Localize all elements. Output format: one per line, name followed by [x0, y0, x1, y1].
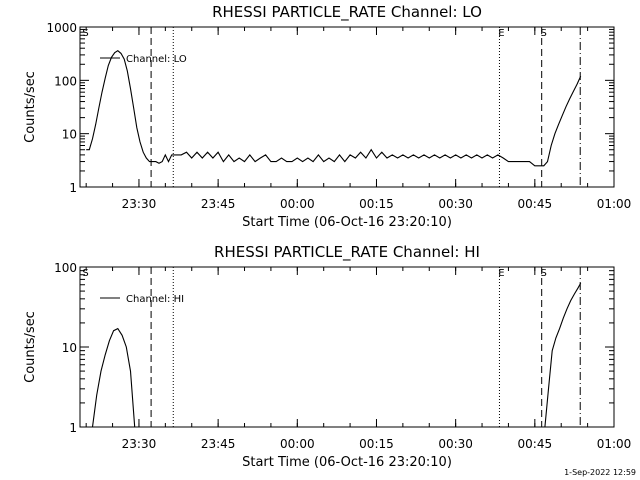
event-marker-label: S	[82, 268, 88, 279]
x-axis-label: Start Time (06-Oct-16 23:20:10)	[242, 215, 452, 230]
x-tick-label: 23:30	[122, 197, 157, 211]
x-tick-label: 00:45	[518, 437, 553, 451]
series-line	[544, 282, 582, 428]
y-tick-label: 100	[54, 74, 77, 88]
x-tick-label: 00:30	[438, 197, 473, 211]
x-axis-label: Start Time (06-Oct-16 23:20:10)	[242, 455, 452, 470]
y-tick-label: 1	[69, 421, 77, 435]
x-tick-label: 00:15	[359, 437, 394, 451]
y-tick-label: 1	[69, 181, 77, 195]
chart-panel-hi: RHESSI PARTICLE_RATE Channel: HI 23:30 23:…	[23, 243, 631, 470]
x-tick-label: 00:30	[438, 437, 473, 451]
legend-entry: Channel: LO	[126, 54, 187, 65]
chart-title: RHESSI PARTICLE_RATE Channel: HI	[214, 243, 480, 262]
x-tick-label: 23:30	[122, 437, 157, 451]
event-marker-label: S	[541, 268, 547, 279]
x-tick-label: 01:00	[597, 197, 632, 211]
chart-title: RHESSI PARTICLE_RATE Channel: LO	[212, 3, 482, 22]
x-tick-label: 01:00	[597, 437, 632, 451]
event-marker-label: E	[498, 28, 504, 39]
y-tick-label: 10	[62, 341, 77, 355]
y-tick-label: 1000	[46, 21, 77, 35]
footer-timestamp: 1-Sep-2022 12:59	[564, 468, 636, 477]
event-marker-label: E	[498, 268, 504, 279]
plot-frame	[79, 266, 615, 428]
y-axis-label: Counts/sec	[23, 71, 38, 143]
y-tick-label: 100	[54, 261, 77, 275]
event-marker-label: S	[82, 28, 88, 39]
series-line	[91, 327, 136, 428]
series-line	[86, 50, 582, 167]
legend-entry: Channel: HI	[126, 294, 184, 305]
x-tick-label: 00:00	[280, 437, 315, 451]
x-tick-label: 23:45	[201, 437, 236, 451]
plot-frame	[79, 26, 615, 188]
chart-panel-lo: RHESSI PARTICLE_RATE Channel: LO 23:30 23:…	[23, 3, 631, 230]
event-marker-label: S	[541, 28, 547, 39]
x-tick-label: 23:45	[201, 197, 236, 211]
x-tick-label: 00:45	[518, 197, 553, 211]
x-tick-label: 00:00	[280, 197, 315, 211]
x-tick-label: 00:15	[359, 197, 394, 211]
y-tick-label: 10	[62, 128, 77, 142]
y-axis-label: Counts/sec	[23, 311, 38, 383]
